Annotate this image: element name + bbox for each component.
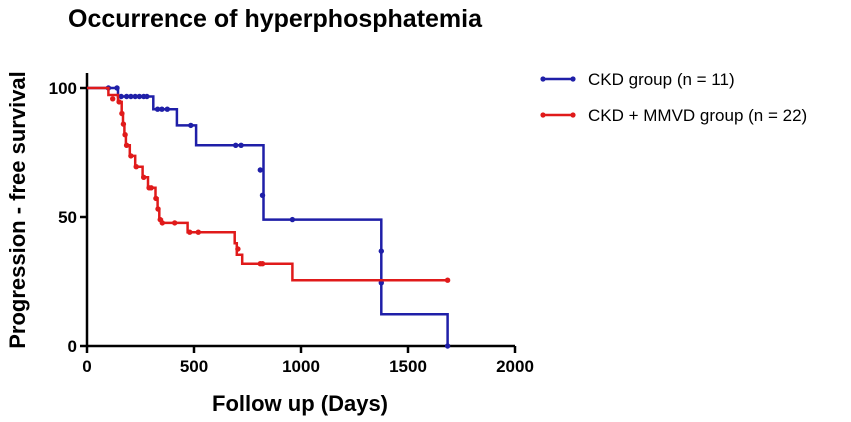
series-line (87, 86, 449, 346)
censor-marker (444, 277, 451, 283)
event-marker (159, 220, 165, 226)
event-marker (444, 343, 451, 349)
event-marker (259, 192, 266, 198)
y-tick-label: 0 (68, 337, 77, 356)
event-marker (257, 167, 263, 173)
event-marker (122, 132, 128, 138)
series-1 (87, 86, 451, 283)
censor-marker (259, 261, 266, 267)
x-tick-label: 0 (82, 357, 91, 376)
censor-marker (132, 93, 138, 100)
y-tick-label: 100 (49, 79, 77, 98)
censor-marker (187, 229, 193, 235)
legend-marker-ckd (570, 76, 576, 82)
series-line (87, 86, 448, 282)
y-axis-label: Progression - free survival (5, 71, 30, 349)
censor-marker (188, 122, 194, 129)
censor-marker (118, 93, 124, 100)
x-tick-label: 1000 (282, 357, 320, 376)
censor-marker (110, 96, 116, 102)
censor-marker (159, 106, 165, 112)
censor-marker (114, 85, 120, 91)
censor-marker (164, 106, 170, 112)
event-marker (148, 185, 154, 191)
censor-marker (172, 220, 178, 226)
censor-marker (235, 246, 241, 252)
event-marker (378, 248, 384, 254)
chart-title: Occurrence of hyperphosphatemia (68, 5, 483, 33)
event-marker (128, 153, 134, 159)
legend-marker-ckd (540, 76, 546, 82)
series-0 (87, 85, 451, 349)
legend-marker-ckd-mmvd (540, 112, 546, 118)
ticks: 0 500 1000 1500 2000 0 50 100 (49, 79, 534, 376)
event-marker (119, 110, 125, 117)
legend-label-ckd: CKD group (n = 11) (588, 70, 735, 89)
event-marker (123, 142, 130, 148)
x-tick-label: 2000 (496, 357, 534, 376)
y-tick-label: 50 (58, 208, 77, 227)
censor-marker (144, 93, 150, 100)
series-layer (87, 85, 451, 349)
x-tick-label: 1500 (389, 357, 427, 376)
legend-item-ckd-mmvd: CKD + MMVD group (n = 22) (540, 106, 807, 125)
event-marker (155, 206, 161, 212)
censor-marker (233, 142, 239, 148)
legend-item-ckd: CKD group (n = 11) (540, 70, 735, 89)
event-marker (289, 216, 296, 223)
censor-marker (128, 93, 134, 100)
censor-marker (195, 229, 201, 235)
legend-marker-ckd-mmvd (570, 112, 576, 118)
censor-marker (154, 106, 161, 112)
censor-marker (238, 142, 244, 148)
event-marker (116, 99, 122, 105)
x-axis-label: Follow up (Days) (212, 391, 388, 416)
legend-label-ckd-mmvd: CKD + MMVD group (n = 22) (588, 106, 807, 125)
event-marker (141, 174, 147, 180)
censor-marker (136, 93, 143, 100)
legend: CKD group (n = 11) CKD + MMVD group (n =… (540, 70, 807, 125)
censor-marker (123, 93, 130, 100)
event-marker (153, 195, 159, 202)
axes (85, 73, 515, 348)
x-tick-label: 500 (180, 357, 208, 376)
event-marker (120, 121, 127, 127)
event-marker (133, 164, 139, 170)
